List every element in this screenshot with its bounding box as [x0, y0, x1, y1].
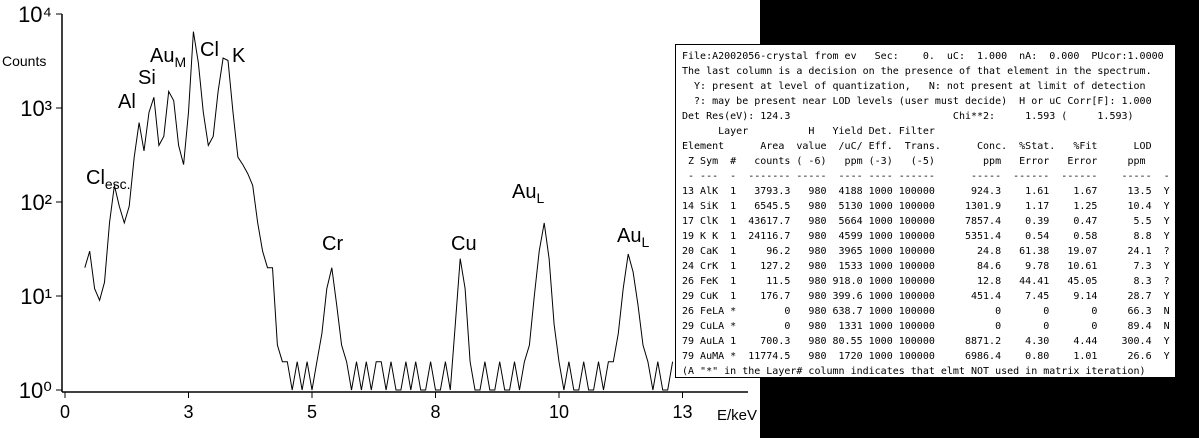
- report-line: 13 AlK 1 3793.3 980 4188 1000 100000 924…: [682, 186, 1170, 197]
- y-tick-label: 10⁰: [19, 378, 52, 403]
- peak-label-sub: L: [536, 190, 544, 206]
- peak-label: Al: [118, 91, 136, 113]
- report-line: 79 AuLA 1 700.3 980 80.55 1000 100000 88…: [682, 336, 1170, 347]
- report-line: - --- - ------- ----- ---- ---- ------ -…: [682, 171, 1170, 182]
- x-tick-label: 8: [430, 402, 440, 422]
- x-tick-label: 5: [307, 402, 317, 422]
- peak-label: Clesc.: [86, 167, 131, 192]
- spectrum-line: [84, 31, 674, 391]
- peak-label-main: Si: [138, 67, 156, 89]
- report-line: 29 CuLA * 0 980 1331 1000 100000 0 0 0 8…: [682, 321, 1170, 332]
- report-line: 20 CaK 1 96.2 980 3965 1000 100000 24.8 …: [682, 246, 1170, 257]
- report-line: 29 CuK 1 176.7 980 399.6 1000 100000 451…: [682, 291, 1170, 302]
- peak-label: AuL: [617, 225, 649, 250]
- report-line: 79 AuMA * 11774.5 980 1720 1000 100000 6…: [682, 351, 1170, 362]
- x-tick-label: 10: [549, 402, 569, 422]
- report-line: File:A2002056-crystal from ev Sec: 0. uC…: [682, 51, 1164, 62]
- x-tick-label: 0: [60, 402, 70, 422]
- peak-label: Cu: [451, 233, 477, 255]
- peak-label: AuM: [150, 45, 186, 70]
- report-line: 17 ClK 1 43617.7 980 5664 1000 100000 78…: [682, 216, 1170, 227]
- x-axis-label: E/keV: [717, 407, 757, 424]
- peak-label-sub: M: [174, 54, 186, 70]
- peak-label-main: Au: [150, 45, 174, 67]
- peak-label: Cl: [200, 39, 219, 61]
- peak-label-main: Cl: [86, 167, 105, 189]
- report-line: 24 CrK 1 127.2 980 1533 1000 100000 84.6…: [682, 261, 1170, 272]
- x-tick-label: 3: [183, 402, 193, 422]
- peak-label-main: Cl: [200, 39, 219, 61]
- peak-label: AuL: [512, 181, 544, 206]
- peak-label-main: Cu: [451, 233, 477, 255]
- report-line: Y: present at level of quantization, N: …: [682, 81, 1146, 92]
- report-line: (A "*" in the Layer# column indicates th…: [682, 366, 1146, 377]
- peak-label: K: [232, 45, 246, 67]
- peak-label: Cr: [322, 233, 343, 255]
- report-line: 26 FeK 1 11.5 980 918.0 1000 100000 12.8…: [682, 276, 1170, 287]
- y-axis-label: Counts: [2, 53, 46, 69]
- report-line: Element Area value /uC/ Eff. Trans. Conc…: [682, 141, 1152, 152]
- peak-label-main: Al: [118, 91, 136, 113]
- report-line: Z Sym # counts ( -6) ppm (-3) (-5) ppm E…: [682, 156, 1146, 167]
- y-tick-label: 10¹: [20, 284, 52, 309]
- peak-label-sub: L: [641, 234, 649, 250]
- report-line: 26 FeLA * 0 980 638.7 1000 100000 0 0 0 …: [682, 306, 1170, 317]
- y-tick-label: 10⁴: [18, 2, 52, 27]
- y-tick-label: 10³: [20, 96, 52, 121]
- peak-label: Si: [138, 67, 156, 89]
- report-line: Det Res(eV): 124.3 Chi**2: 1.593 ( 1.593…: [682, 111, 1134, 122]
- peak-label-main: K: [232, 45, 246, 67]
- peak-label-main: Au: [617, 225, 641, 247]
- report-line: 14 SiK 1 6545.5 980 5130 1000 100000 130…: [682, 201, 1170, 212]
- peak-label-main: Cr: [322, 233, 343, 255]
- report-line: The last column is a decision on the pre…: [682, 66, 1152, 77]
- y-tick-label: 10²: [20, 190, 52, 215]
- peak-label-main: Au: [512, 181, 536, 203]
- report-line: ?: may be present near LOD levels (user …: [682, 96, 1152, 107]
- x-tick-label: 13: [672, 402, 692, 422]
- report-line: 19 K K 1 24116.7 980 4599 1000 100000 53…: [682, 231, 1170, 242]
- peak-label-sub: esc.: [105, 176, 131, 192]
- report-line: Layer H Yield Det. Filter: [682, 126, 935, 137]
- report-box: File:A2002056-crystal from ev Sec: 0. uC…: [675, 44, 1176, 378]
